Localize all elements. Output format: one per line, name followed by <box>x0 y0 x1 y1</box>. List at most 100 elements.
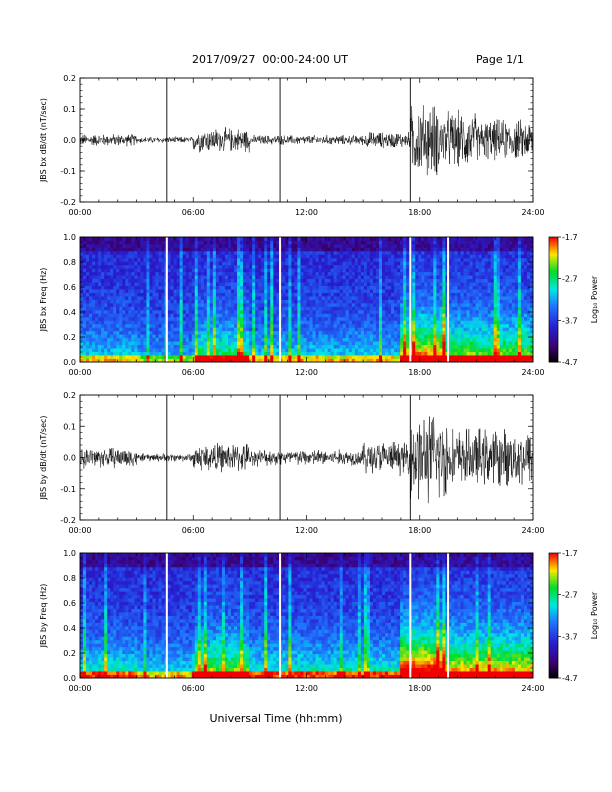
spectrogram-cell <box>264 348 268 352</box>
spectrogram-cell <box>158 299 162 304</box>
spectrogram-cell <box>89 285 93 290</box>
spectrogram-cell <box>170 237 175 241</box>
spectrogram-cell <box>83 323 87 328</box>
spectrogram-cell <box>378 351 383 356</box>
spectrogram-cell <box>481 254 486 259</box>
spectrogram-cell <box>288 275 292 280</box>
spectrogram-cell <box>484 296 489 300</box>
spectrogram-cell <box>463 247 467 252</box>
spectrogram-cell <box>421 327 425 332</box>
spectrogram-cell <box>246 254 250 259</box>
spectrogram-cell <box>487 320 492 325</box>
spectrogram-cell <box>131 344 135 349</box>
spectrogram-cell <box>288 257 292 262</box>
spectrogram-cell <box>351 344 356 349</box>
spectrogram-cell <box>170 250 175 255</box>
spectrogram-cell <box>285 341 289 346</box>
spectrogram-cell <box>436 282 440 287</box>
spectrogram-cell <box>125 247 129 252</box>
spectrogram-cell <box>191 282 196 287</box>
spectrogram-cell <box>342 243 347 248</box>
spectrogram-cell <box>243 306 247 311</box>
spectrogram-cell <box>86 268 90 273</box>
spectrogram-cell <box>206 327 211 332</box>
spectrogram-cell <box>209 247 214 252</box>
spectrogram-cell <box>206 337 211 342</box>
spectrogram-cell <box>191 254 196 259</box>
spectrogram-cell <box>448 306 452 311</box>
spectrogram-cell <box>95 268 99 273</box>
spectrogram-cell <box>188 250 193 255</box>
spectrogram-cell <box>339 271 344 276</box>
spectrogram-cell <box>122 296 126 300</box>
spectrogram-cell <box>369 313 374 318</box>
spectrogram-cell <box>261 355 265 359</box>
spectrogram-cell <box>451 240 455 245</box>
spectrogram-cell <box>354 302 359 307</box>
spectrogram-cell <box>348 306 353 311</box>
spectrogram-cell <box>152 341 156 346</box>
spectrogram-cell <box>433 271 437 276</box>
spectrogram-cell <box>312 282 316 287</box>
spectrogram-cell <box>243 302 247 307</box>
spectrogram-cell <box>240 237 244 241</box>
spectrogram-cell <box>86 344 90 349</box>
spectrogram-cell <box>131 341 135 346</box>
spectrogram-cell <box>391 292 395 297</box>
spectrogram-cell <box>397 257 401 262</box>
spectrogram-cell <box>484 327 489 332</box>
spectrogram-cell <box>469 341 473 346</box>
spectrogram-cell <box>336 278 341 283</box>
spectrogram-cell <box>291 313 295 318</box>
spectrogram-cell <box>200 323 205 328</box>
spectrogram-cell <box>101 330 105 335</box>
spectrogram-cell <box>454 327 458 332</box>
spectrogram-cell <box>149 278 153 283</box>
spectrogram-cell <box>357 344 362 349</box>
spectrogram-cell <box>122 351 126 356</box>
spectrogram-cell <box>378 247 383 252</box>
spectrogram-cell <box>303 355 307 359</box>
spectrogram-cell <box>315 330 319 335</box>
spectrogram-cell <box>131 309 135 314</box>
spectrogram-cell <box>312 316 316 321</box>
spectrogram-cell <box>309 299 313 304</box>
spectrogram-cell <box>285 289 289 293</box>
spectrogram-cell <box>348 285 353 290</box>
spectrogram-cell <box>134 302 138 307</box>
spectrogram-cell <box>369 285 374 290</box>
spectrogram-cell <box>98 358 102 363</box>
spectrogram-cell <box>345 348 350 352</box>
spectrogram-cell <box>436 351 440 356</box>
spectrogram-cell <box>375 344 380 349</box>
spectrogram-cell <box>439 337 443 342</box>
spectrogram-cell <box>351 282 356 287</box>
spectrogram-cell <box>442 334 446 339</box>
spectrogram-cell <box>415 278 419 283</box>
spectrogram-cell <box>267 271 271 276</box>
spectrogram-cell <box>98 268 102 273</box>
spectrogram-cell <box>285 327 289 332</box>
spectrogram-cell <box>345 323 350 328</box>
spectrogram-cell <box>149 261 153 266</box>
spectrogram-cell <box>227 341 232 346</box>
spectrogram-cell <box>188 344 193 349</box>
spectrogram-cell <box>270 257 274 262</box>
spectrogram-cell <box>125 330 129 335</box>
spectrogram-cell <box>240 358 244 363</box>
spectrogram-cell <box>382 302 386 307</box>
spectrogram-cell <box>101 247 105 252</box>
spectrogram-cell <box>433 323 437 328</box>
spectrogram-cell <box>306 278 310 283</box>
spectrogram-cell <box>237 309 241 314</box>
spectrogram-cell <box>261 320 265 325</box>
spectrogram-cell <box>354 341 359 346</box>
spectrogram-cell <box>98 334 102 339</box>
spectrogram-cell <box>391 334 395 339</box>
spectrogram-cell <box>360 330 365 335</box>
spectrogram-cell <box>218 282 223 287</box>
spectrogram-cell <box>95 271 99 276</box>
spectrogram-cell <box>80 316 84 321</box>
spectrogram-cell <box>372 337 377 342</box>
spectrogram-cell <box>146 316 150 321</box>
